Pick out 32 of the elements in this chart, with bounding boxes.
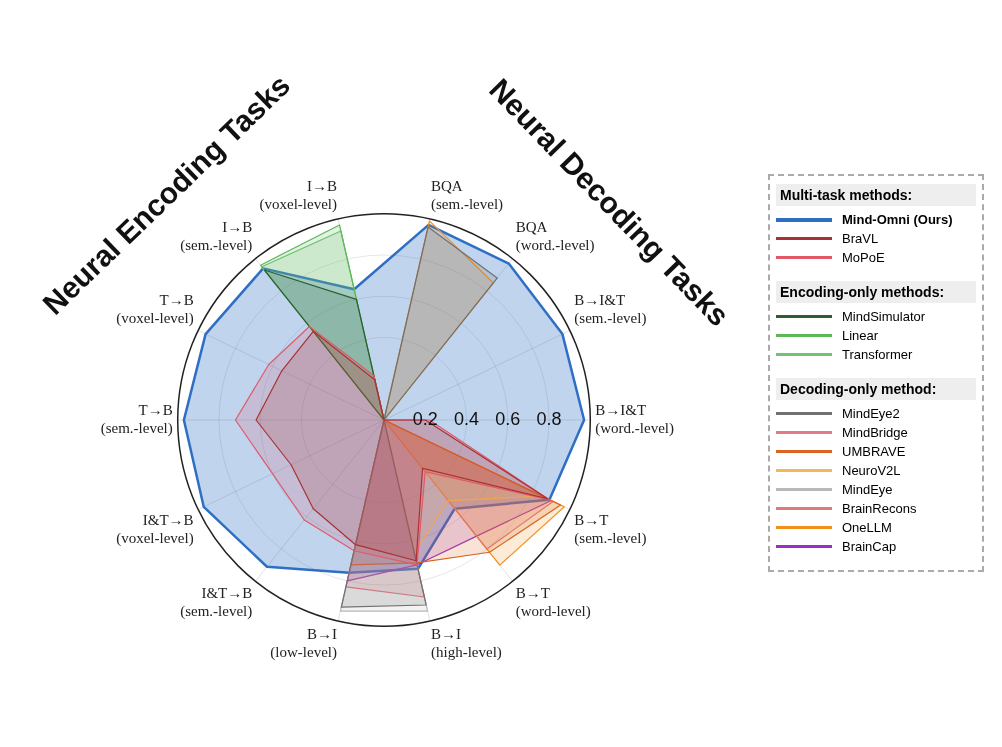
spoke-label: B→I&T (word.-level) <box>595 401 675 437</box>
spoke-label: B→I (low-level) <box>270 625 337 661</box>
text: Encoding-only methods: <box>776 281 976 303</box>
spoke-label: B→I (high-level) <box>431 625 502 661</box>
legend-label: UMBRAVE <box>842 444 906 459</box>
text: Decoding-only method: <box>776 378 976 400</box>
spoke-label: T→B (voxel-level) <box>116 292 194 328</box>
spoke-label: B→T (word-level) <box>515 585 591 621</box>
y-tick-label: 0.4 <box>454 408 480 429</box>
spoke-label: B→T (sem.-level) <box>574 511 647 547</box>
legend-label: Transformer <box>842 347 913 362</box>
text: Multi-task methods: <box>776 184 976 206</box>
y-tick-label: 0.6 <box>495 408 521 429</box>
legend-label: BrainRecons <box>842 501 917 516</box>
spoke-label: BQA (sem.-level) <box>431 177 504 213</box>
legend-label: Linear <box>842 328 879 343</box>
spoke-label: I&T→B (sem.-level) <box>180 585 253 621</box>
legend-label: MindBridge <box>842 425 908 440</box>
legend-label: OneLLM <box>842 520 892 535</box>
legend-label: BraVL <box>842 231 879 246</box>
spoke-label: T→B (sem.-level) <box>100 401 173 437</box>
legend-label: Mind-Omni (Ours) <box>842 212 953 227</box>
legend-label: NeuroV2L <box>842 463 901 478</box>
spoke-label: I→B (voxel-level) <box>259 177 337 213</box>
legend-label: MindSimulator <box>842 309 926 324</box>
legend-label: BrainCap <box>842 539 897 554</box>
legend-label: MindEye2 <box>842 406 900 421</box>
spoke-label: B→I&T (sem.-level) <box>574 292 647 328</box>
y-tick-label: 0.8 <box>536 408 562 429</box>
legend-label: MindEye <box>842 482 893 497</box>
spoke-label: I&T→B (voxel-level) <box>116 511 194 547</box>
legend-label: MoPoE <box>842 250 885 265</box>
